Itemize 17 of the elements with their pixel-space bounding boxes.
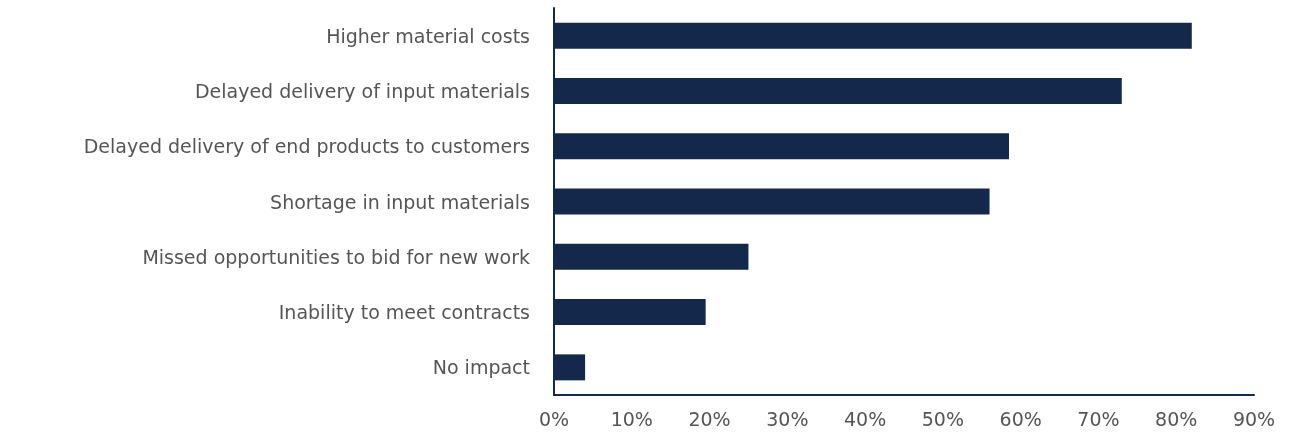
- y-tick-label: Delayed delivery of input materials: [194, 79, 530, 102]
- y-tick-label: Higher material costs: [326, 24, 530, 47]
- y-tick-label: Missed opportunities to bid for new work: [142, 245, 530, 268]
- y-tick-label: Delayed delivery of end products to customers: [83, 135, 530, 158]
- x-tick-label: 80%: [1155, 407, 1198, 430]
- x-tick-label: 60%: [999, 407, 1042, 430]
- x-tick-label: 10%: [610, 407, 653, 430]
- x-tick-label: 30%: [766, 407, 809, 430]
- y-tick-label: Shortage in input materials: [270, 190, 530, 213]
- x-tick-label: 70%: [1077, 407, 1120, 430]
- x-tick-label: 20%: [688, 407, 731, 430]
- y-tick-label: No impact: [432, 356, 530, 379]
- x-tick-label: 40%: [843, 407, 887, 430]
- x-tick-label: 0%: [538, 407, 570, 430]
- x-tick-label: 90%: [1232, 407, 1276, 430]
- y-tick-label: Inability to meet contracts: [278, 301, 530, 324]
- x-tick-label: 50%: [921, 407, 965, 430]
